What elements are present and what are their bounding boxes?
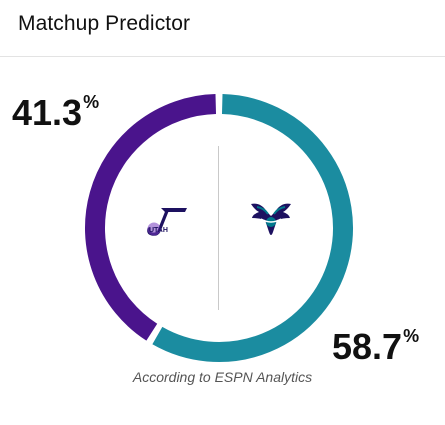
hornets-logo-icon	[249, 198, 293, 245]
home-probability-arc	[152, 94, 353, 362]
widget-title: Matchup Predictor	[18, 12, 191, 35]
away-percent-symbol: %	[83, 92, 100, 112]
svg-text:UTAH: UTAH	[149, 227, 168, 234]
home-probability-value: 58.7	[332, 326, 403, 367]
away-probability-value: 41.3	[12, 92, 83, 133]
home-win-probability: 58.7%	[332, 326, 420, 367]
away-probability-arc	[85, 94, 217, 341]
away-win-probability: 41.3%	[12, 92, 100, 133]
center-divider	[218, 146, 219, 310]
title-divider	[0, 56, 445, 57]
home-percent-symbol: %	[403, 326, 420, 346]
analytics-caption: According to ESPN Analytics	[132, 369, 313, 385]
jazz-logo-icon: UTAH	[143, 205, 189, 244]
